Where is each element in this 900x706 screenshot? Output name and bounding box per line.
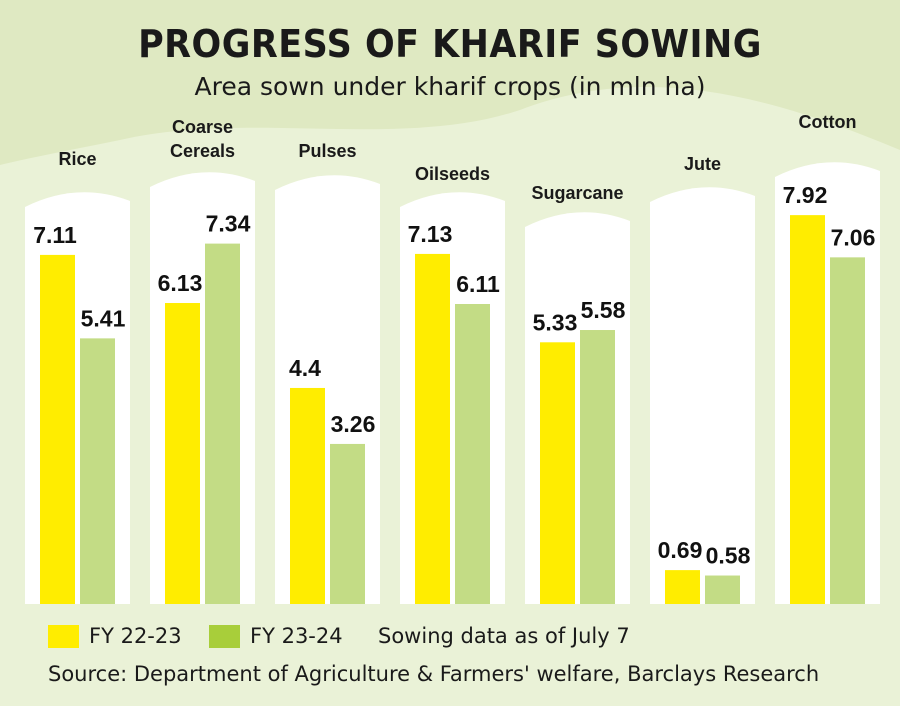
data-label: 3.26 [331,411,376,437]
category-label: Pulses [298,141,356,161]
category-card [650,187,755,604]
data-label: 7.34 [206,211,251,237]
data-label: 7.92 [783,182,828,208]
bar-fy23-24 [80,338,115,604]
bar-fy22-23 [540,342,575,604]
note-text: Sowing data as of July 7 [378,624,630,648]
bar-fy23-24 [580,330,615,604]
bar-fy22-23 [290,387,325,604]
category-label: Jute [684,154,721,174]
legend-label: FY 23-24 [250,624,343,648]
chart-title: PROGRESS OF KHARIF SOWING [138,22,762,66]
bar-fy22-23 [40,254,75,605]
bar-fy22-23 [165,303,200,604]
legend-swatch-yellow [48,624,79,648]
legend-label: FY 22-23 [89,624,182,648]
data-label: 7.06 [831,224,876,250]
bar-fy22-23 [790,215,825,605]
data-label: 5.33 [533,309,578,335]
bar-fy23-24 [830,257,865,604]
bar-fy23-24 [455,303,490,604]
category-label: Coarse [172,117,233,137]
bar-fy23-24 [330,443,365,604]
data-label: 0.69 [658,537,703,563]
data-label: 7.11 [33,222,77,248]
bar-fy22-23 [415,253,450,605]
category-label: Cereals [170,141,235,161]
data-note: Sowing data as of July 7 [378,624,630,648]
data-label: 0.58 [706,543,751,569]
category-label: Rice [58,149,96,169]
legend-item-fy22-23: FY 22-23 [48,624,182,648]
data-label: 6.13 [158,270,203,296]
chart-subtitle: Area sown under kharif crops (in mln ha) [194,72,706,101]
source-note: Source: Department of Agriculture & Farm… [48,662,820,686]
data-label: 5.58 [581,297,626,323]
category-label: Cotton [799,112,857,132]
data-label: 6.11 [456,271,500,297]
bar-fy23-24 [705,575,740,604]
category-label: Sugarcane [531,183,623,203]
bar-fy22-23 [665,570,700,604]
legend-swatch-green [209,624,240,648]
data-label: 5.41 [81,305,126,331]
data-label: 4.4 [289,355,321,381]
category-label: Oilseeds [415,164,490,184]
bar-fy23-24 [205,243,240,604]
data-label: 7.13 [408,221,453,247]
legend-item-fy23-24: FY 23-24 [209,624,343,648]
